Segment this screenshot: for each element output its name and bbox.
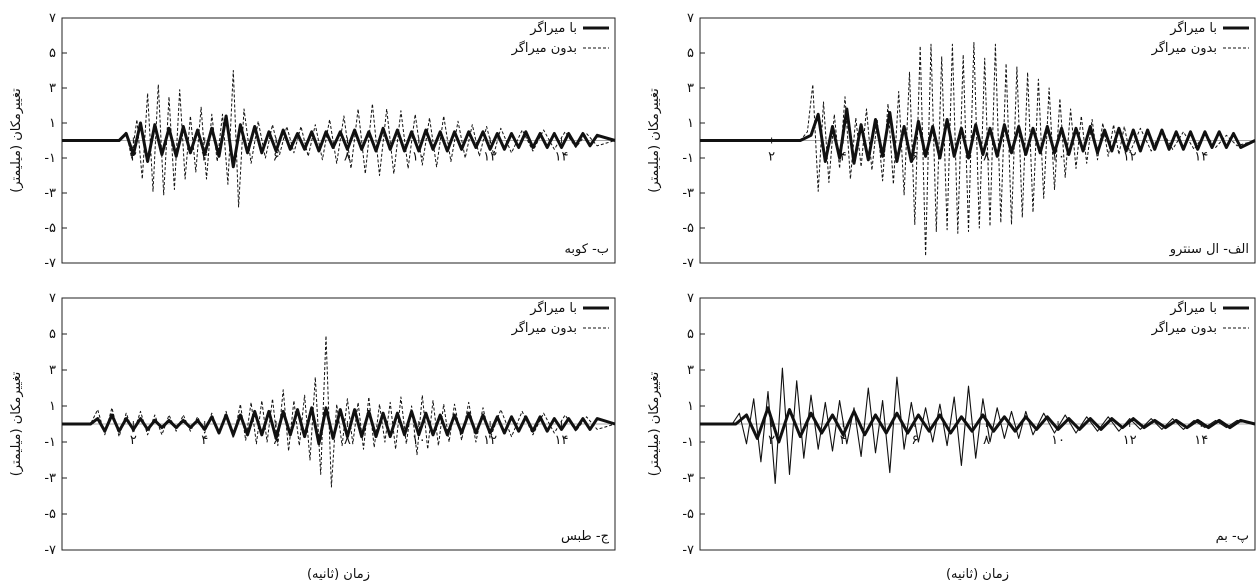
y-tick-label: -۱ [682,435,694,450]
y-axis-label: تغییرمکان (میلیمتر) [647,88,662,193]
legend-label: با میراگر [1169,20,1217,36]
y-tick-label: -۱ [44,435,56,450]
y-tick-label: ۷ [49,11,56,26]
x-tick-label: ۸ [344,150,351,165]
x-tick-label: ۴ [840,150,847,165]
legend-label: با میراگر [529,20,577,36]
x-tick-label: ۱۴ [554,433,568,448]
legend-label: بدون میراگر [1151,40,1217,56]
series-line-1 [700,367,1256,484]
x-tick-label: ۶ [911,150,918,165]
series-line-1 [62,70,616,208]
y-tick-label: ۱ [687,116,694,131]
y-tick-label: -۵ [44,221,56,236]
chart-panel-1: ۷ ۵ ۳ ۱ -۱ -۳ -۵ -۷ ۲ ۴ ۶ ۸ ۱۰ ۱۲ ۱۴ تغییرمکان (میلیمتر… [9,11,616,271]
y-tick-label: ۵ [49,327,56,342]
x-tick-label: ۱۴ [1194,150,1208,165]
panel-title: ج- طبس [561,529,610,544]
series-line-0 [62,406,616,446]
series-line-0 [62,114,616,169]
x-tick-label: ۴ [201,150,208,165]
y-tick-label: ۳ [687,363,694,378]
x-tick-label: ۲ [130,150,137,165]
x-tick-label: ۲ [768,150,775,165]
x-tick-label: ۴ [840,433,847,448]
y-tick-label: -۳ [44,186,56,201]
x-tick-label: ۱۲ [483,433,497,448]
x-tick-label: ۶ [273,433,280,448]
panel-title: الف- ال سنترو [1169,242,1249,257]
y-tick-label: -۳ [44,471,56,486]
x-tick-label: ۴ [201,433,208,448]
legend-label: بدون میراگر [511,40,577,56]
y-tick-label: ۱ [49,116,56,131]
y-tick-label: -۳ [682,471,694,486]
x-tick-label: ۲ [130,433,137,448]
x-tick-label: ۱۴ [554,150,568,165]
x-tick-label: ۱۰ [1051,433,1065,448]
y-tick-label: -۷ [682,543,694,558]
x-axis-label: زمان (ثانیه) [946,567,1009,582]
x-tick-label: ۱۲ [1123,433,1137,448]
legend-label: با میراگر [1169,300,1217,316]
y-tick-label: ۳ [49,81,56,96]
y-tick-label: ۳ [49,363,56,378]
panel-title: پ- بم [1216,529,1249,544]
y-tick-label: ۷ [687,11,694,26]
y-tick-label: ۷ [687,291,694,306]
legend-label: بدون میراگر [1151,320,1217,336]
y-tick-label: ۳ [687,81,694,96]
series-line-1 [62,335,616,488]
x-tick-label: ۶ [911,433,918,448]
y-tick-label: -۵ [44,507,56,522]
y-tick-label: -۱ [44,151,56,166]
x-tick-label: ۸ [983,150,990,165]
y-axis-label: تغییرمکان (میلیمتر) [9,371,24,476]
y-tick-label: -۱ [682,151,694,166]
x-tick-label: ۶ [273,150,280,165]
x-axis-label: زمان (ثانیه) [307,567,370,582]
y-tick-label: -۵ [682,507,694,522]
y-tick-label: -۳ [682,186,694,201]
x-tick-label: ۱۰ [412,150,426,165]
series-line-0 [700,107,1256,165]
y-tick-label: ۷ [49,291,56,306]
y-tick-label: ۵ [687,327,694,342]
y-tick-label: ۱ [49,399,56,414]
y-tick-label: -۵ [682,221,694,236]
y-axis-label: تغییرمکان (میلیمتر) [9,88,24,193]
y-tick-label: ۵ [49,46,56,61]
x-tick-label: ۸ [344,433,351,448]
legend-label: بدون میراگر [511,320,577,336]
y-tick-label: ۱ [687,399,694,414]
series-line-0 [700,406,1256,444]
x-tick-label: ۸ [983,433,990,448]
series-line-1 [700,42,1256,257]
y-tick-label: ۵ [687,46,694,61]
y-tick-label: -۷ [44,256,56,271]
x-tick-label: ۱۲ [1123,150,1137,165]
y-axis-label: تغییرمکان (میلیمتر) [647,371,662,476]
y-tick-label: -۷ [682,256,694,271]
panel-title: ب- کوبه [564,242,609,257]
y-tick-label: -۷ [44,543,56,558]
x-tick-label: ۱۲ [483,150,497,165]
x-tick-label: ۱۴ [1194,433,1208,448]
legend-label: با میراگر [529,300,577,316]
